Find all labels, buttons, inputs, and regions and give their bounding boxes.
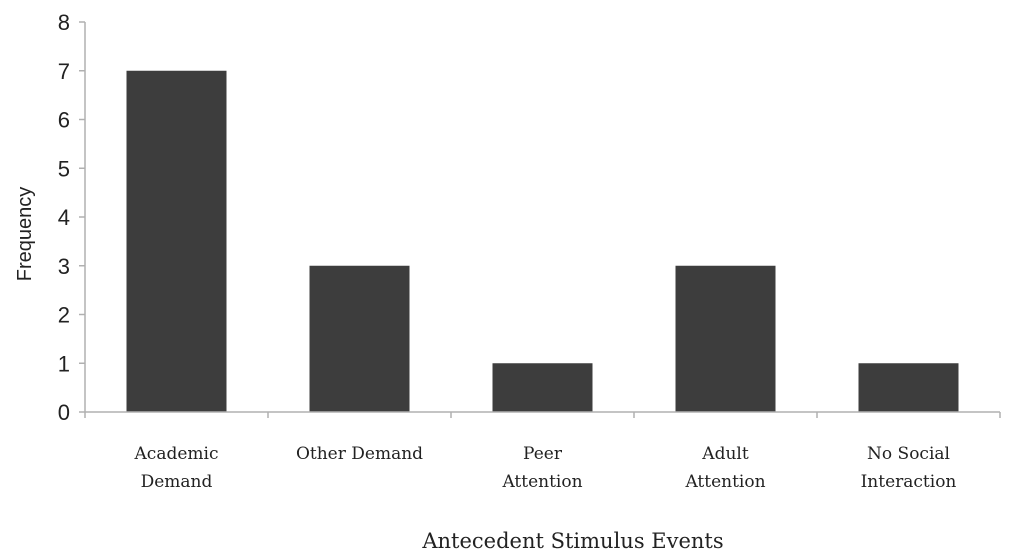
x-axis-title: Antecedent Stimulus Events — [421, 529, 723, 553]
y-tick-label: 5 — [58, 156, 70, 181]
x-category-label-line: Adult — [701, 444, 749, 464]
x-category-label-line: Demand — [141, 472, 213, 492]
y-axis-ticks: 0 1 2 3 4 5 6 7 8 — [58, 10, 1001, 425]
x-category-label-line: Attention — [501, 472, 582, 492]
bar — [858, 363, 959, 412]
y-tick-label: 8 — [58, 10, 70, 35]
bar — [309, 265, 410, 412]
y-tick-label: 1 — [58, 351, 70, 376]
x-category-label: Academic Demand — [134, 444, 219, 492]
bar — [492, 363, 593, 412]
y-tick-label: 4 — [58, 205, 70, 230]
y-tick-label: 6 — [58, 108, 70, 133]
x-category-label-line: Academic — [134, 444, 219, 464]
x-category-label: Other Demand — [296, 444, 423, 464]
bars — [126, 70, 959, 412]
x-category-label: Adult Attention — [684, 444, 765, 492]
y-tick-label: 2 — [58, 303, 70, 328]
bar — [126, 70, 227, 412]
x-category-label-line: Interaction — [861, 472, 957, 492]
x-category-label: Peer Attention — [501, 444, 582, 492]
x-category-label-line: Other Demand — [296, 444, 423, 464]
x-category-label: No Social Interaction — [861, 444, 957, 492]
y-tick-label: 0 — [58, 400, 70, 425]
bar — [675, 265, 776, 412]
x-category-label-line: Peer — [523, 444, 563, 464]
y-tick-label: 3 — [58, 254, 70, 279]
x-category-label-line: No Social — [867, 444, 950, 464]
x-category-label-line: Attention — [684, 472, 765, 492]
y-axis-title: Frequency — [14, 187, 36, 282]
y-tick-label: 7 — [58, 59, 70, 84]
